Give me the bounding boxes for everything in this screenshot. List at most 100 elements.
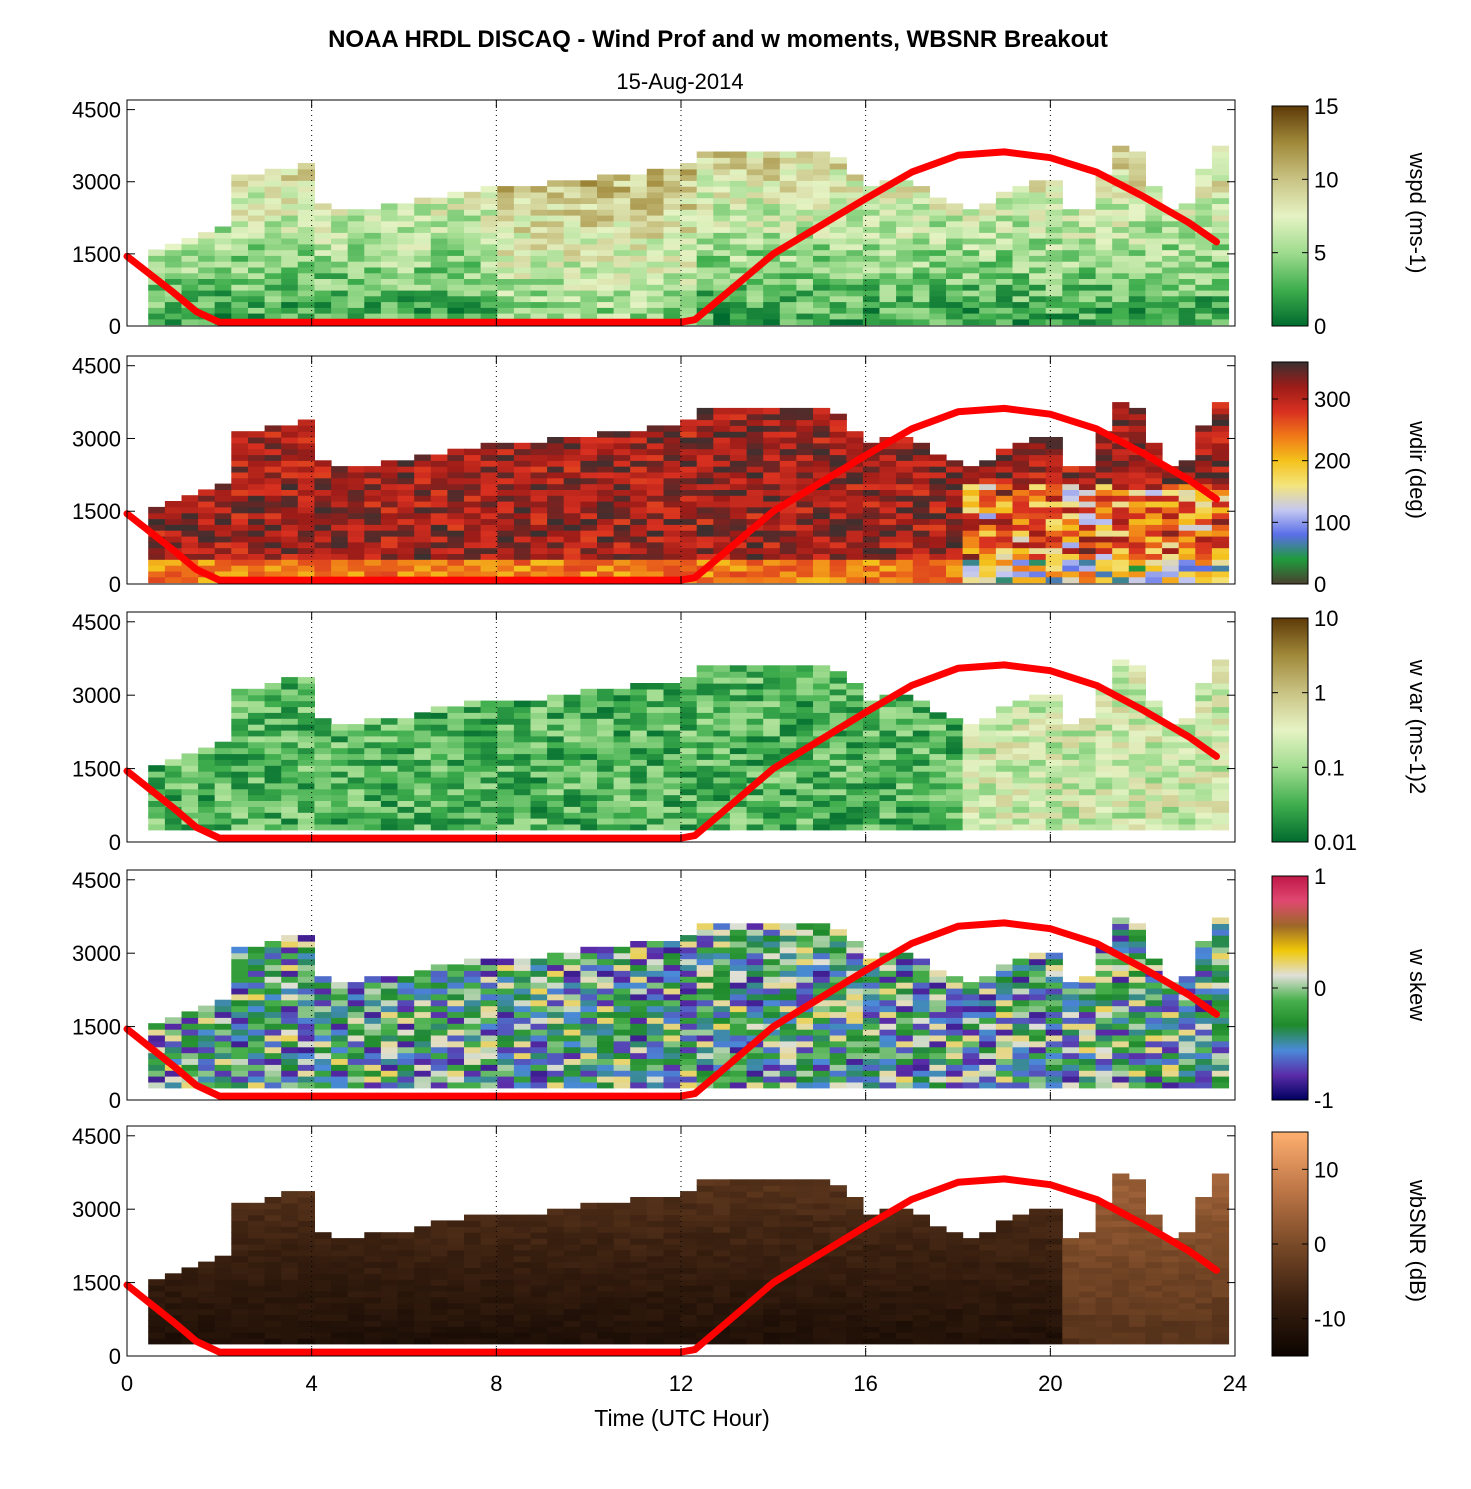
heatmap-cell bbox=[1145, 442, 1163, 450]
heatmap-cell bbox=[198, 518, 216, 525]
heatmap-cell bbox=[1045, 313, 1063, 320]
heatmap-cell bbox=[414, 307, 432, 314]
heatmap-cell bbox=[862, 477, 881, 485]
heatmap-cell bbox=[729, 163, 748, 170]
heatmap-cell bbox=[430, 794, 448, 801]
heatmap-cell bbox=[630, 489, 648, 496]
heatmap-cell bbox=[464, 565, 482, 572]
heatmap-cell bbox=[1128, 214, 1146, 222]
heatmap-cell bbox=[464, 765, 482, 772]
heatmap-cell bbox=[1045, 712, 1063, 719]
heatmap-cell bbox=[1128, 180, 1146, 187]
heatmap-cell bbox=[779, 413, 797, 421]
heatmap-cell bbox=[746, 249, 764, 256]
heatmap-cell bbox=[1079, 232, 1097, 239]
heatmap-cell bbox=[281, 771, 299, 778]
heatmap-cell bbox=[464, 771, 482, 778]
heatmap-cell bbox=[580, 518, 598, 525]
heatmap-cell bbox=[879, 753, 897, 760]
heatmap-cell bbox=[796, 249, 814, 256]
heatmap-cell bbox=[447, 712, 465, 719]
heatmap-cell bbox=[181, 794, 199, 801]
heatmap-cell bbox=[613, 812, 631, 819]
heatmap-cell bbox=[846, 759, 864, 766]
heatmap-cell bbox=[680, 776, 698, 784]
heatmap-cell bbox=[896, 700, 914, 708]
heatmap-cell bbox=[281, 782, 299, 790]
heatmap-cell bbox=[779, 694, 797, 702]
heatmap-cell bbox=[763, 471, 781, 479]
heatmap-cell bbox=[663, 180, 681, 187]
heatmap-cell bbox=[613, 174, 631, 181]
heatmap-cell bbox=[314, 255, 332, 262]
heatmap-cell bbox=[214, 547, 232, 554]
heatmap-cell bbox=[248, 1081, 266, 1089]
heatmap-cell bbox=[1045, 266, 1063, 274]
heatmap-cell bbox=[912, 753, 930, 760]
heatmap-cell bbox=[414, 818, 432, 825]
heatmap-cell bbox=[281, 718, 299, 725]
heatmap-cell bbox=[181, 1011, 199, 1018]
heatmap-cell bbox=[563, 186, 581, 193]
heatmap-cell bbox=[862, 318, 881, 326]
heatmap-cell bbox=[1095, 724, 1113, 731]
heatmap-cell bbox=[347, 1052, 365, 1059]
heatmap-cell bbox=[513, 547, 532, 554]
heatmap-cell bbox=[995, 214, 1014, 222]
heatmap-cell bbox=[414, 753, 432, 760]
heatmap-cell bbox=[879, 318, 897, 326]
heatmap-cell bbox=[181, 295, 199, 303]
heatmap-cell bbox=[713, 724, 731, 731]
heatmap-cell bbox=[480, 724, 498, 731]
heatmap-cell bbox=[1029, 232, 1047, 239]
heatmap-cell bbox=[962, 289, 980, 297]
heatmap-cell bbox=[430, 724, 448, 731]
heatmap-cell bbox=[1195, 466, 1213, 473]
heatmap-cell bbox=[397, 729, 415, 737]
heatmap-cell bbox=[1195, 776, 1213, 784]
heatmap-cell bbox=[364, 729, 382, 737]
heatmap-cell bbox=[962, 313, 980, 320]
heatmap-cell bbox=[281, 941, 299, 948]
heatmap-cell bbox=[729, 782, 748, 790]
heatmap-cell bbox=[430, 289, 448, 297]
heatmap-cell bbox=[1112, 794, 1130, 801]
heatmap-cell bbox=[646, 794, 664, 801]
heatmap-cell bbox=[1012, 471, 1030, 479]
heatmap-cell bbox=[597, 284, 615, 291]
heatmap-cell bbox=[613, 806, 631, 813]
heatmap-cell bbox=[1178, 226, 1196, 233]
heatmap-cell bbox=[646, 249, 664, 256]
heatmap-cell bbox=[264, 454, 282, 461]
heatmap-cell bbox=[464, 226, 482, 233]
heatmap-cell bbox=[796, 712, 814, 719]
heatmap-cell bbox=[813, 683, 831, 690]
heatmap-cell bbox=[331, 559, 349, 566]
heatmap-cell bbox=[1195, 501, 1213, 508]
heatmap-cell bbox=[1095, 782, 1113, 790]
heatmap-cell bbox=[1045, 818, 1063, 825]
heatmap-cell bbox=[414, 771, 432, 778]
heatmap-cell bbox=[613, 506, 631, 514]
heatmap-cell bbox=[530, 782, 548, 790]
heatmap-cell bbox=[1112, 489, 1130, 496]
heatmap-cell bbox=[613, 220, 631, 228]
heatmap-cell bbox=[779, 700, 797, 708]
heatmap-cell bbox=[879, 536, 897, 543]
heatmap-cell bbox=[813, 437, 831, 444]
heatmap-cell bbox=[1178, 741, 1196, 749]
heatmap-cell bbox=[1079, 530, 1097, 537]
heatmap-cell bbox=[414, 712, 432, 719]
heatmap-cell bbox=[1128, 261, 1146, 268]
heatmap-cell bbox=[1145, 559, 1163, 566]
heatmap-cell bbox=[248, 243, 266, 251]
y-tick-label: 4500 bbox=[72, 610, 121, 635]
heatmap-cell bbox=[713, 174, 731, 181]
heatmap-cell bbox=[613, 471, 631, 479]
heatmap-cell bbox=[763, 209, 781, 216]
heatmap-cell bbox=[862, 255, 881, 262]
heatmap-cell bbox=[729, 683, 748, 690]
heatmap-cell bbox=[713, 442, 731, 450]
heatmap-cell bbox=[962, 489, 980, 496]
heatmap-cell bbox=[1012, 530, 1030, 537]
